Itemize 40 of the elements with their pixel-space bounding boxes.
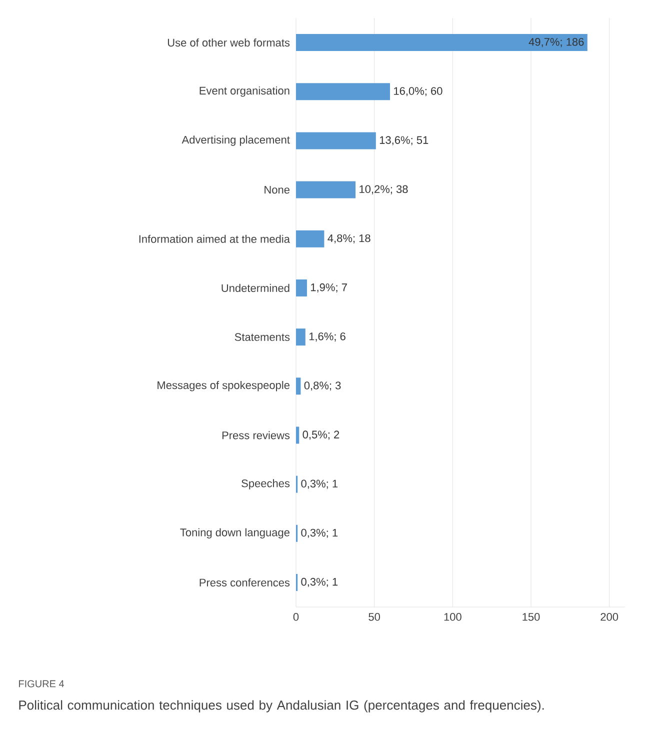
data-label: 49,7%; 186	[528, 38, 584, 48]
y-tick-label: Messages of spokespeople	[158, 381, 290, 392]
y-tick-label: Press conferences	[200, 578, 290, 586]
y-tick-label: None	[264, 186, 290, 194]
data-label: 0,3%; 1	[301, 578, 338, 588]
y-tick-label: Toning down language	[180, 528, 290, 538]
bar	[296, 279, 307, 296]
bar	[296, 426, 300, 444]
bar	[296, 230, 324, 248]
bar	[296, 328, 306, 346]
data-label: 0,5%; 2	[302, 430, 340, 440]
text: Political communication techniques used by Andalusian IG (percentages and frequencies).	[19, 700, 544, 712]
x-tick-label: 0	[293, 613, 299, 621]
data-label: 0,8%; 3	[304, 382, 341, 391]
x-tick-label: 150	[522, 613, 540, 621]
bar	[296, 181, 356, 198]
bar	[296, 83, 390, 100]
data-label: 16,0%; 60	[394, 87, 442, 96]
data-label: 0,3%; 1	[301, 480, 338, 489]
y-tick-label: Statements	[234, 333, 290, 341]
y-tick-label: Undetermined	[222, 284, 290, 292]
y-tick-label: Event organisation	[200, 86, 290, 97]
bar	[296, 34, 588, 52]
y-tick-label: Advertising placement	[182, 136, 290, 146]
y-tick-label: Use of other web formats	[168, 38, 290, 47]
data-label: 10,2%; 38	[360, 185, 408, 194]
bar	[296, 132, 376, 150]
y-tick-label: Press reviews	[222, 431, 290, 440]
data-label: 13,6%; 51	[380, 136, 428, 146]
data-label: 1,9%; 7	[311, 283, 347, 293]
y-tick-label: Speeches	[242, 479, 290, 490]
caption: FIGURE 4	[19, 680, 64, 688]
bar	[296, 378, 301, 395]
x-tick-label: 50	[368, 613, 380, 621]
data-label: 4,8%; 18	[328, 234, 370, 244]
data-label: 0,3%; 1	[301, 528, 338, 538]
data-label: 1,6%; 6	[309, 332, 346, 342]
x-tick-label: 200	[600, 613, 618, 621]
y-tick-label: Information aimed at the media	[139, 234, 290, 243]
x-tick-label: 100	[444, 613, 462, 621]
